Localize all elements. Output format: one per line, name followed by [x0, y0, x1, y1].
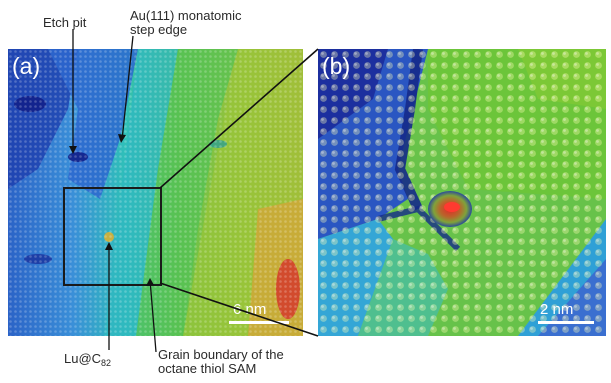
- lu-c82-subscript: 82: [101, 358, 112, 368]
- lu-c82-label: Lu@C82: [64, 352, 111, 370]
- panel-label-b: (b): [322, 53, 351, 79]
- stm-topography-a: [8, 49, 303, 336]
- grain-boundary-label-line1: Grain boundary of the: [158, 347, 284, 362]
- scale-bar-a: [229, 321, 289, 324]
- stm-image-panel-b: (b) 2 nm: [318, 49, 606, 336]
- step-edge-label-line2: step edge: [130, 22, 188, 37]
- scale-bar-label-b: 2 nm: [540, 301, 574, 318]
- zoom-region-box: [63, 187, 162, 286]
- etch-pit-label: Etch pit: [43, 15, 87, 30]
- scale-bar-label-a: 6 nm: [233, 301, 267, 318]
- stm-topography-b: [318, 49, 606, 336]
- stm-image-panel-a: (a) 6 nm: [8, 49, 303, 336]
- grain-boundary-label-line2: octane thiol SAM: [158, 361, 257, 376]
- scale-bar-b: [538, 321, 594, 324]
- lu-c82-prefix: Lu@C: [64, 351, 102, 366]
- step-edge-label-line1: Au(111) monatomic: [130, 8, 242, 23]
- panel-label-a: (a): [12, 53, 41, 79]
